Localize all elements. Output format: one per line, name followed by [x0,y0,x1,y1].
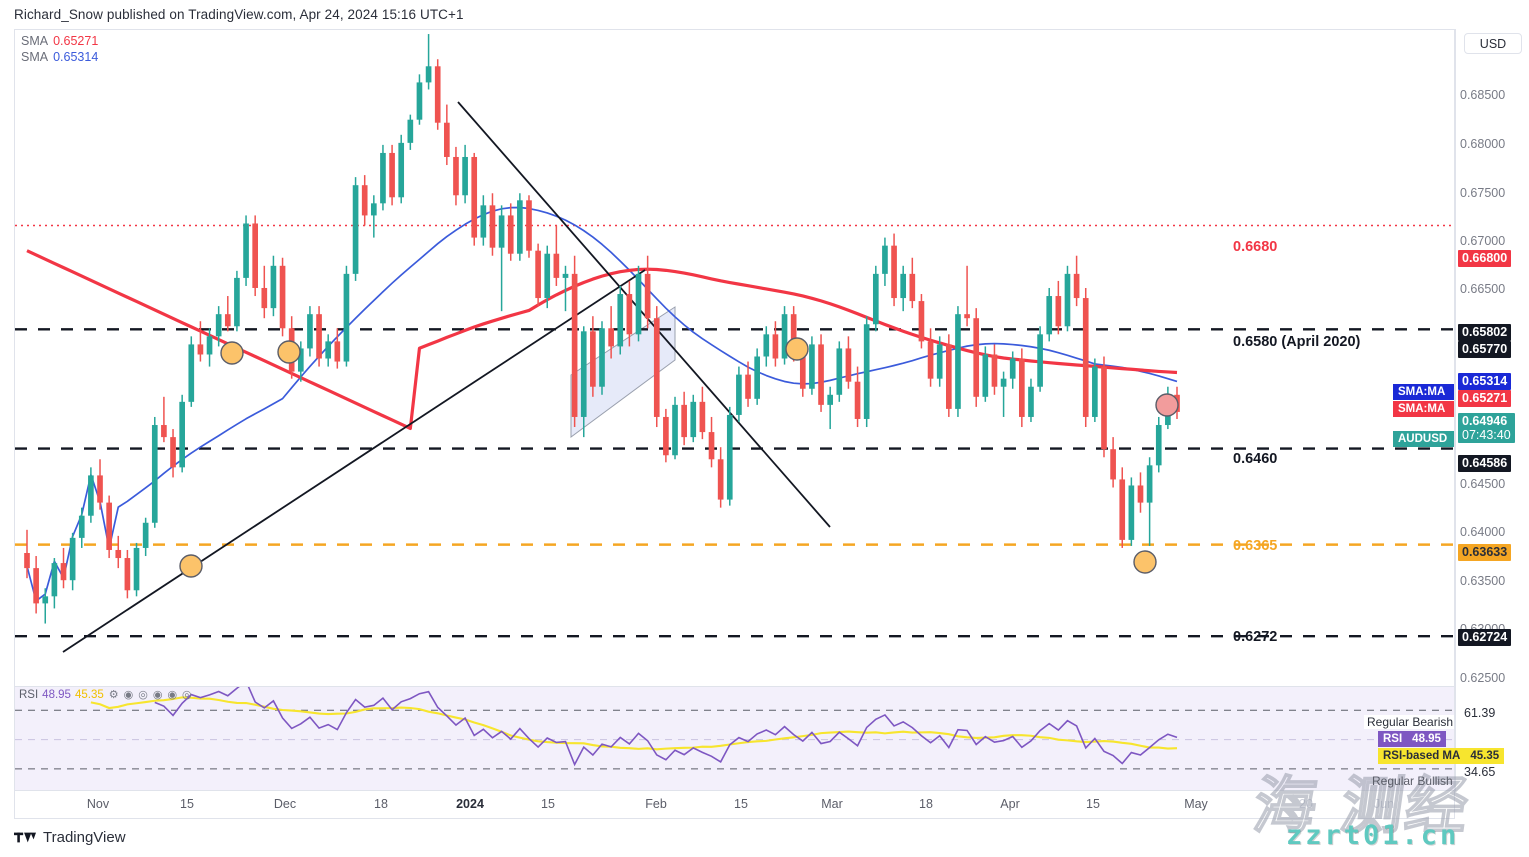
price-tick-068000: 0.68000 [1460,137,1506,151]
price-chart-pane[interactable]: SMA 0.65271 SMA 0.65314 0.6680 0.6580 (Apri… [14,29,1455,686]
price-tick-062500: 0.62500 [1460,671,1506,685]
rsi-ma-chip[interactable]: RSI-based MA 45.35 [1378,748,1521,764]
camera-icon[interactable]: ◎ [138,689,148,701]
sma-ma-badge-red-key: SMA:MA [1393,401,1451,417]
rsi-ma-chip-value: 45.35 [1465,748,1505,764]
sma-chip-65271[interactable]: 0.65271 [1458,390,1512,407]
level-chip-66800[interactable]: 0.66800 [1458,250,1512,267]
level-caption-06680: 0.6680 [1233,239,1278,255]
time-tick-mar: Mar [821,797,843,811]
level-caption-06272: 0.6272 [1233,629,1278,645]
symbol-badge-audusd[interactable]: AUDUSD0.64946 [1393,431,1454,447]
rsi-tag-regular-bearish: Regular Bearish [1364,715,1454,729]
tradingview-brand: TradingView [43,829,126,846]
time-tick-dec: Dec [273,797,297,811]
sma-chip-65314[interactable]: 0.65314 [1458,373,1512,390]
time-tick-18: 18 [919,797,933,811]
time-scale[interactable]: Nov 15 Dec 18 2024 15 Feb 15 Mar 18 Apr 15 May 20 Jun [14,791,1455,819]
price-chart-canvas [15,34,1454,653]
time-tick-feb: Feb [645,797,667,811]
last-price-value: 0.64946 [1462,414,1508,428]
time-tick-18: 18 [374,797,388,811]
time-tick-15: 15 [734,797,748,811]
time-tick-20: 20 [1299,797,1313,811]
rsi-pane[interactable]: RSI 48.95 45.35 ⚙ ◉ ◎ ◉ ◉ ◎ Regular Bearish Regul… [14,686,1455,791]
sma-ma-badge-red-value: 0.65271 [1450,401,1454,417]
time-tick-apr: Apr [1000,797,1020,811]
sma-ma-badge-blue-key: SMA:MA [1393,384,1451,400]
sma-ma-badge-blue-value: 0.65314 [1450,384,1454,400]
rsi-side-value-6139: 61.39 [1464,706,1496,720]
rsi-legend-label: RSI [19,689,39,701]
legend-label-sma-blue: SMA [21,50,49,64]
rsi-legend-value: 48.95 [42,689,71,701]
eye-icon[interactable]: ◉ [123,689,134,701]
time-tick-nov: Nov [86,797,110,811]
legend-value-sma-blue: 0.65314 [53,50,99,64]
symbol-badge-audusd-value: 0.64946 [1452,431,1454,447]
legend-row-sma-red: SMA 0.65271 [21,33,98,49]
bar-countdown: 07:43:40 [1462,428,1511,442]
watermark-site: zzrt01.cn [1286,820,1460,851]
last-price-chip[interactable]: 0.64946 07:43:40 [1458,413,1515,443]
time-tick-15: 15 [541,797,555,811]
tradingview-footer[interactable]: TradingView [14,829,126,846]
rsi-ma-chip-key: RSI-based MA [1378,748,1466,764]
minimize-icon[interactable]: ◎ [182,689,192,701]
legend-label-sma-red: SMA [21,34,49,48]
sma-ma-badge-blue[interactable]: SMA:MA0.65314 [1393,384,1454,400]
level-caption-06580: 0.6580 (April 2020) [1233,334,1361,350]
price-scale[interactable]: USD 0.68500 0.68000 0.67500 0.67000 0.66500 0… [1378,29,1529,791]
close-icon[interactable]: ◉ [167,689,178,701]
rsi-canvas [15,687,1454,770]
chart-legend: SMA 0.65271 SMA 0.65314 [21,33,98,65]
sma-ma-badge-red[interactable]: SMA:MA0.65271 [1393,401,1454,417]
rsi-side-value-3465: 34.65 [1464,765,1496,779]
rsi-legend: RSI 48.95 45.35 ⚙ ◉ ◎ ◉ ◉ ◎ [19,688,192,701]
time-tick-2024: 2024 [456,797,484,811]
time-tick-may: May [1184,797,1208,811]
time-tick-15: 15 [1086,797,1100,811]
tradingview-logo-icon [14,832,36,843]
level-caption-06460: 0.6460 [1233,451,1278,467]
level-caption-06365: 0.6365 [1233,538,1278,554]
published-line: Richard_Snow published on TradingView.co… [14,7,464,22]
level-chip-62724[interactable]: 0.62724 [1458,629,1512,646]
level-chip-64586[interactable]: 0.64586 [1458,455,1512,472]
level-chip-65770[interactable]: 0.65770 [1458,341,1512,358]
rsi-tag-regular-bullish: Regular Bullish [1372,774,1453,788]
currency-badge[interactable]: USD [1464,33,1522,54]
symbol-badge-audusd-key: AUDUSD [1393,431,1453,447]
time-tick-15: 15 [180,797,194,811]
price-tick-067000: 0.67000 [1460,234,1506,248]
price-tick-064500: 0.64500 [1460,477,1506,491]
price-tick-068500: 0.68500 [1460,88,1506,102]
price-tick-064000: 0.64000 [1460,525,1506,539]
more-icon[interactable]: ◉ [152,689,163,701]
rsi-chip-key: RSI [1378,731,1408,747]
legend-value-sma-red: 0.65271 [53,34,99,48]
level-chip-63633[interactable]: 0.63633 [1458,544,1512,561]
time-tick-jun: Jun [1373,797,1395,811]
rsi-legend-ma-value: 45.35 [74,689,104,701]
price-tick-066500: 0.66500 [1460,282,1506,296]
rsi-chip-value: 48.95 [1407,731,1446,747]
legend-row-sma-blue: SMA 0.65314 [21,49,98,65]
settings-icon[interactable]: ⚙ [108,689,119,701]
price-tick-063500: 0.63500 [1460,574,1506,588]
level-chip-65802[interactable]: 0.65802 [1458,324,1512,341]
price-tick-067500: 0.67500 [1460,186,1506,200]
rsi-chip[interactable]: RSI 48.95 [1378,731,1521,747]
